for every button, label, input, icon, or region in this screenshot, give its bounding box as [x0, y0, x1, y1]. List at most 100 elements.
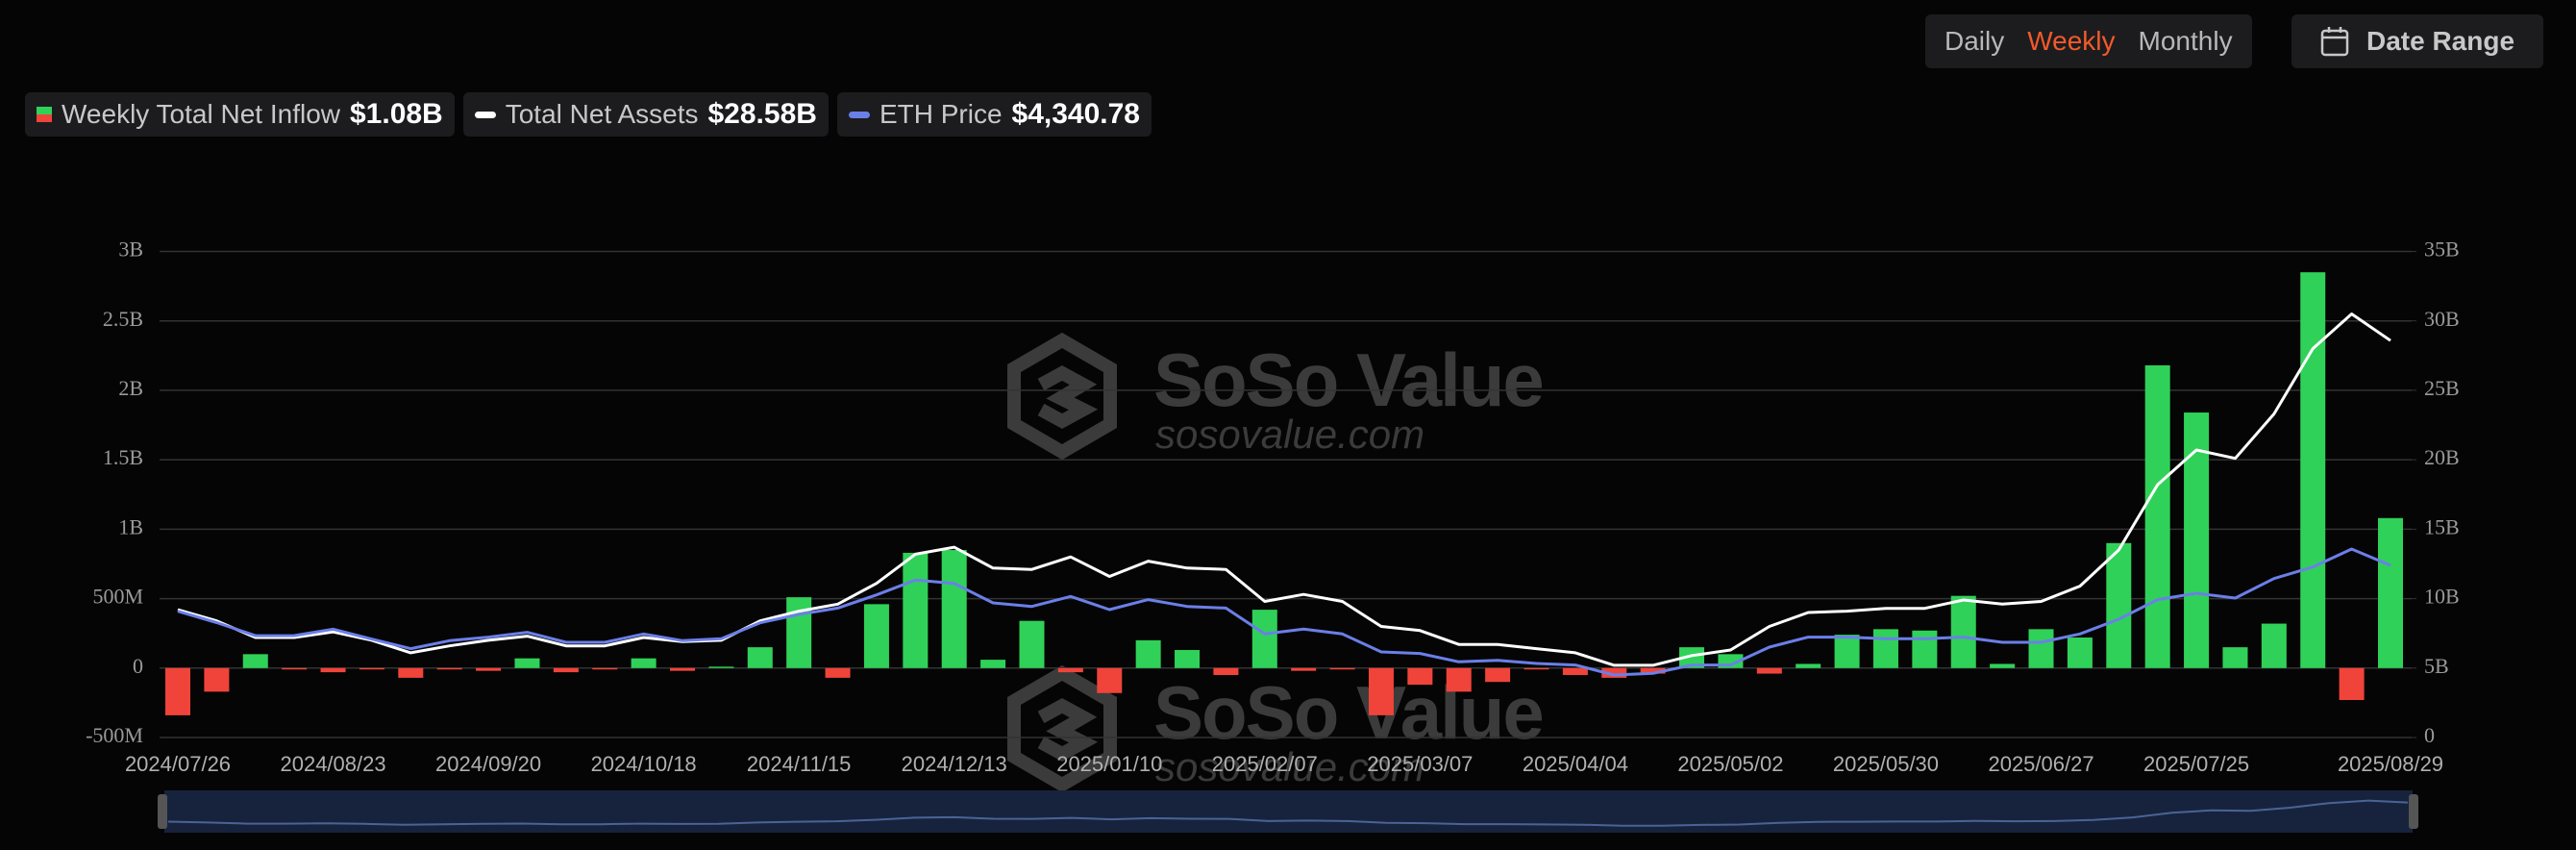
bar	[1485, 667, 1511, 683]
bar	[1213, 667, 1239, 676]
bar	[359, 667, 384, 670]
bar	[2067, 638, 2093, 668]
bar	[1446, 667, 1472, 692]
y-tick-label: 3B	[118, 238, 143, 262]
bar	[1872, 629, 1898, 668]
navigator-handle[interactable]	[158, 794, 167, 829]
x-tick-label: 2025/01/10	[1056, 752, 1162, 776]
x-tick-label: 2025/08/29	[2338, 752, 2443, 776]
bar	[2106, 542, 2132, 668]
navigator[interactable]	[164, 790, 2413, 833]
legend-label: ETH Price	[879, 99, 1003, 129]
x-tick-label: 2024/09/20	[435, 752, 541, 776]
y-tick-label: 2B	[118, 376, 143, 400]
legend-item[interactable]: Weekly Total Net Inflow $1.08B	[25, 92, 455, 137]
bar	[1640, 667, 1666, 674]
legend-value: $28.58B	[707, 98, 817, 130]
bar	[903, 552, 929, 668]
legend-item[interactable]: ETH Price $4,340.78	[836, 92, 1152, 137]
bar	[1562, 667, 1588, 676]
bar	[553, 667, 579, 673]
navigator-line	[167, 799, 2409, 827]
date-range-label: Date Range	[2365, 26, 2515, 56]
y2-tick-label: 5B	[2424, 654, 2449, 678]
calendar-icon	[2320, 27, 2349, 57]
bar	[2028, 629, 2054, 668]
bar	[476, 667, 502, 671]
y2-tick-label: 30B	[2424, 307, 2460, 331]
legend-value: $1.08B	[349, 98, 443, 130]
bar	[436, 667, 462, 670]
bar	[825, 667, 851, 678]
x-tick-label: 2024/07/26	[125, 752, 231, 776]
bar	[1990, 663, 2016, 668]
x-tick-label: 2025/03/07	[1367, 752, 1473, 776]
bar	[1756, 667, 1782, 674]
bar	[980, 660, 1006, 668]
legend-marker	[848, 111, 870, 118]
period-button[interactable]: Weekly	[2027, 26, 2116, 56]
bar	[1796, 663, 1821, 668]
watermark-logo	[1007, 332, 1117, 461]
bar	[1097, 667, 1123, 693]
bar	[670, 667, 696, 671]
x-tick-label: 2025/02/07	[1212, 752, 1318, 776]
bar	[282, 667, 308, 670]
y2-tick-label: 15B	[2424, 514, 2460, 538]
bar	[631, 658, 656, 668]
bar	[320, 667, 346, 673]
x-tick-label: 2024/10/18	[591, 752, 697, 776]
x-tick-label: 2025/05/02	[1677, 752, 1783, 776]
bar	[941, 550, 967, 668]
x-tick-label: 2025/04/04	[1523, 752, 1628, 776]
x-tick-label: 2025/07/25	[2143, 752, 2249, 776]
bar	[398, 667, 424, 678]
watermark: SoSo Value sosovalue.com SoSo Value soso…	[1007, 332, 1545, 793]
legend: Weekly Total Net Inflow $1.08B Total Net …	[25, 92, 1152, 137]
bar	[747, 647, 773, 668]
legend-item[interactable]: Total Net Assets $28.58B	[462, 92, 829, 137]
legend-value: $4,340.78	[1011, 98, 1140, 130]
y-tick-label: 2.5B	[103, 307, 143, 331]
bar	[2261, 623, 2287, 668]
bar	[165, 667, 190, 715]
bar	[1912, 630, 1938, 668]
bar	[863, 604, 889, 668]
bar	[708, 666, 734, 668]
y2-tick-label: 0	[2424, 723, 2435, 747]
bar	[1329, 667, 1355, 670]
y-tick-label: 1B	[118, 514, 143, 538]
y-tick-label: 1.5B	[103, 445, 143, 469]
date-range-button[interactable]: Date Range	[2291, 14, 2543, 68]
y-tick-label: 0	[133, 654, 143, 678]
x-tick-label: 2024/08/23	[280, 752, 385, 776]
bar	[2378, 517, 2403, 668]
bar	[1291, 667, 1317, 671]
x-tick-label: 2024/12/13	[902, 752, 1007, 776]
bar	[242, 654, 268, 668]
y-tick-label: 500M	[92, 585, 143, 609]
legend-label: Weekly Total Net Inflow	[62, 99, 340, 129]
watermark-url: sosovalue.com	[1155, 744, 1424, 789]
navigator-handle[interactable]	[2409, 794, 2418, 829]
period-switch: Daily Weekly Monthly	[1925, 14, 2252, 68]
bar	[1057, 667, 1083, 673]
bar	[514, 658, 540, 668]
bar	[592, 667, 618, 670]
y2-tick-label: 35B	[2424, 238, 2460, 262]
bar	[2339, 667, 2365, 701]
y2-tick-label: 20B	[2424, 445, 2460, 469]
period-button[interactable]: Monthly	[2138, 26, 2233, 56]
x-tick-label: 2024/11/15	[747, 752, 851, 776]
line	[177, 547, 2391, 677]
y-tick-label: -500M	[86, 723, 143, 747]
period-button[interactable]: Daily	[1944, 26, 2005, 56]
bar	[2222, 647, 2248, 668]
legend-label: Total Net Assets	[505, 99, 699, 129]
x-tick-label: 2025/05/30	[1833, 752, 1939, 776]
bar	[1251, 610, 1277, 668]
bar	[1679, 647, 1705, 668]
bar	[2144, 364, 2170, 668]
legend-marker	[474, 111, 496, 118]
